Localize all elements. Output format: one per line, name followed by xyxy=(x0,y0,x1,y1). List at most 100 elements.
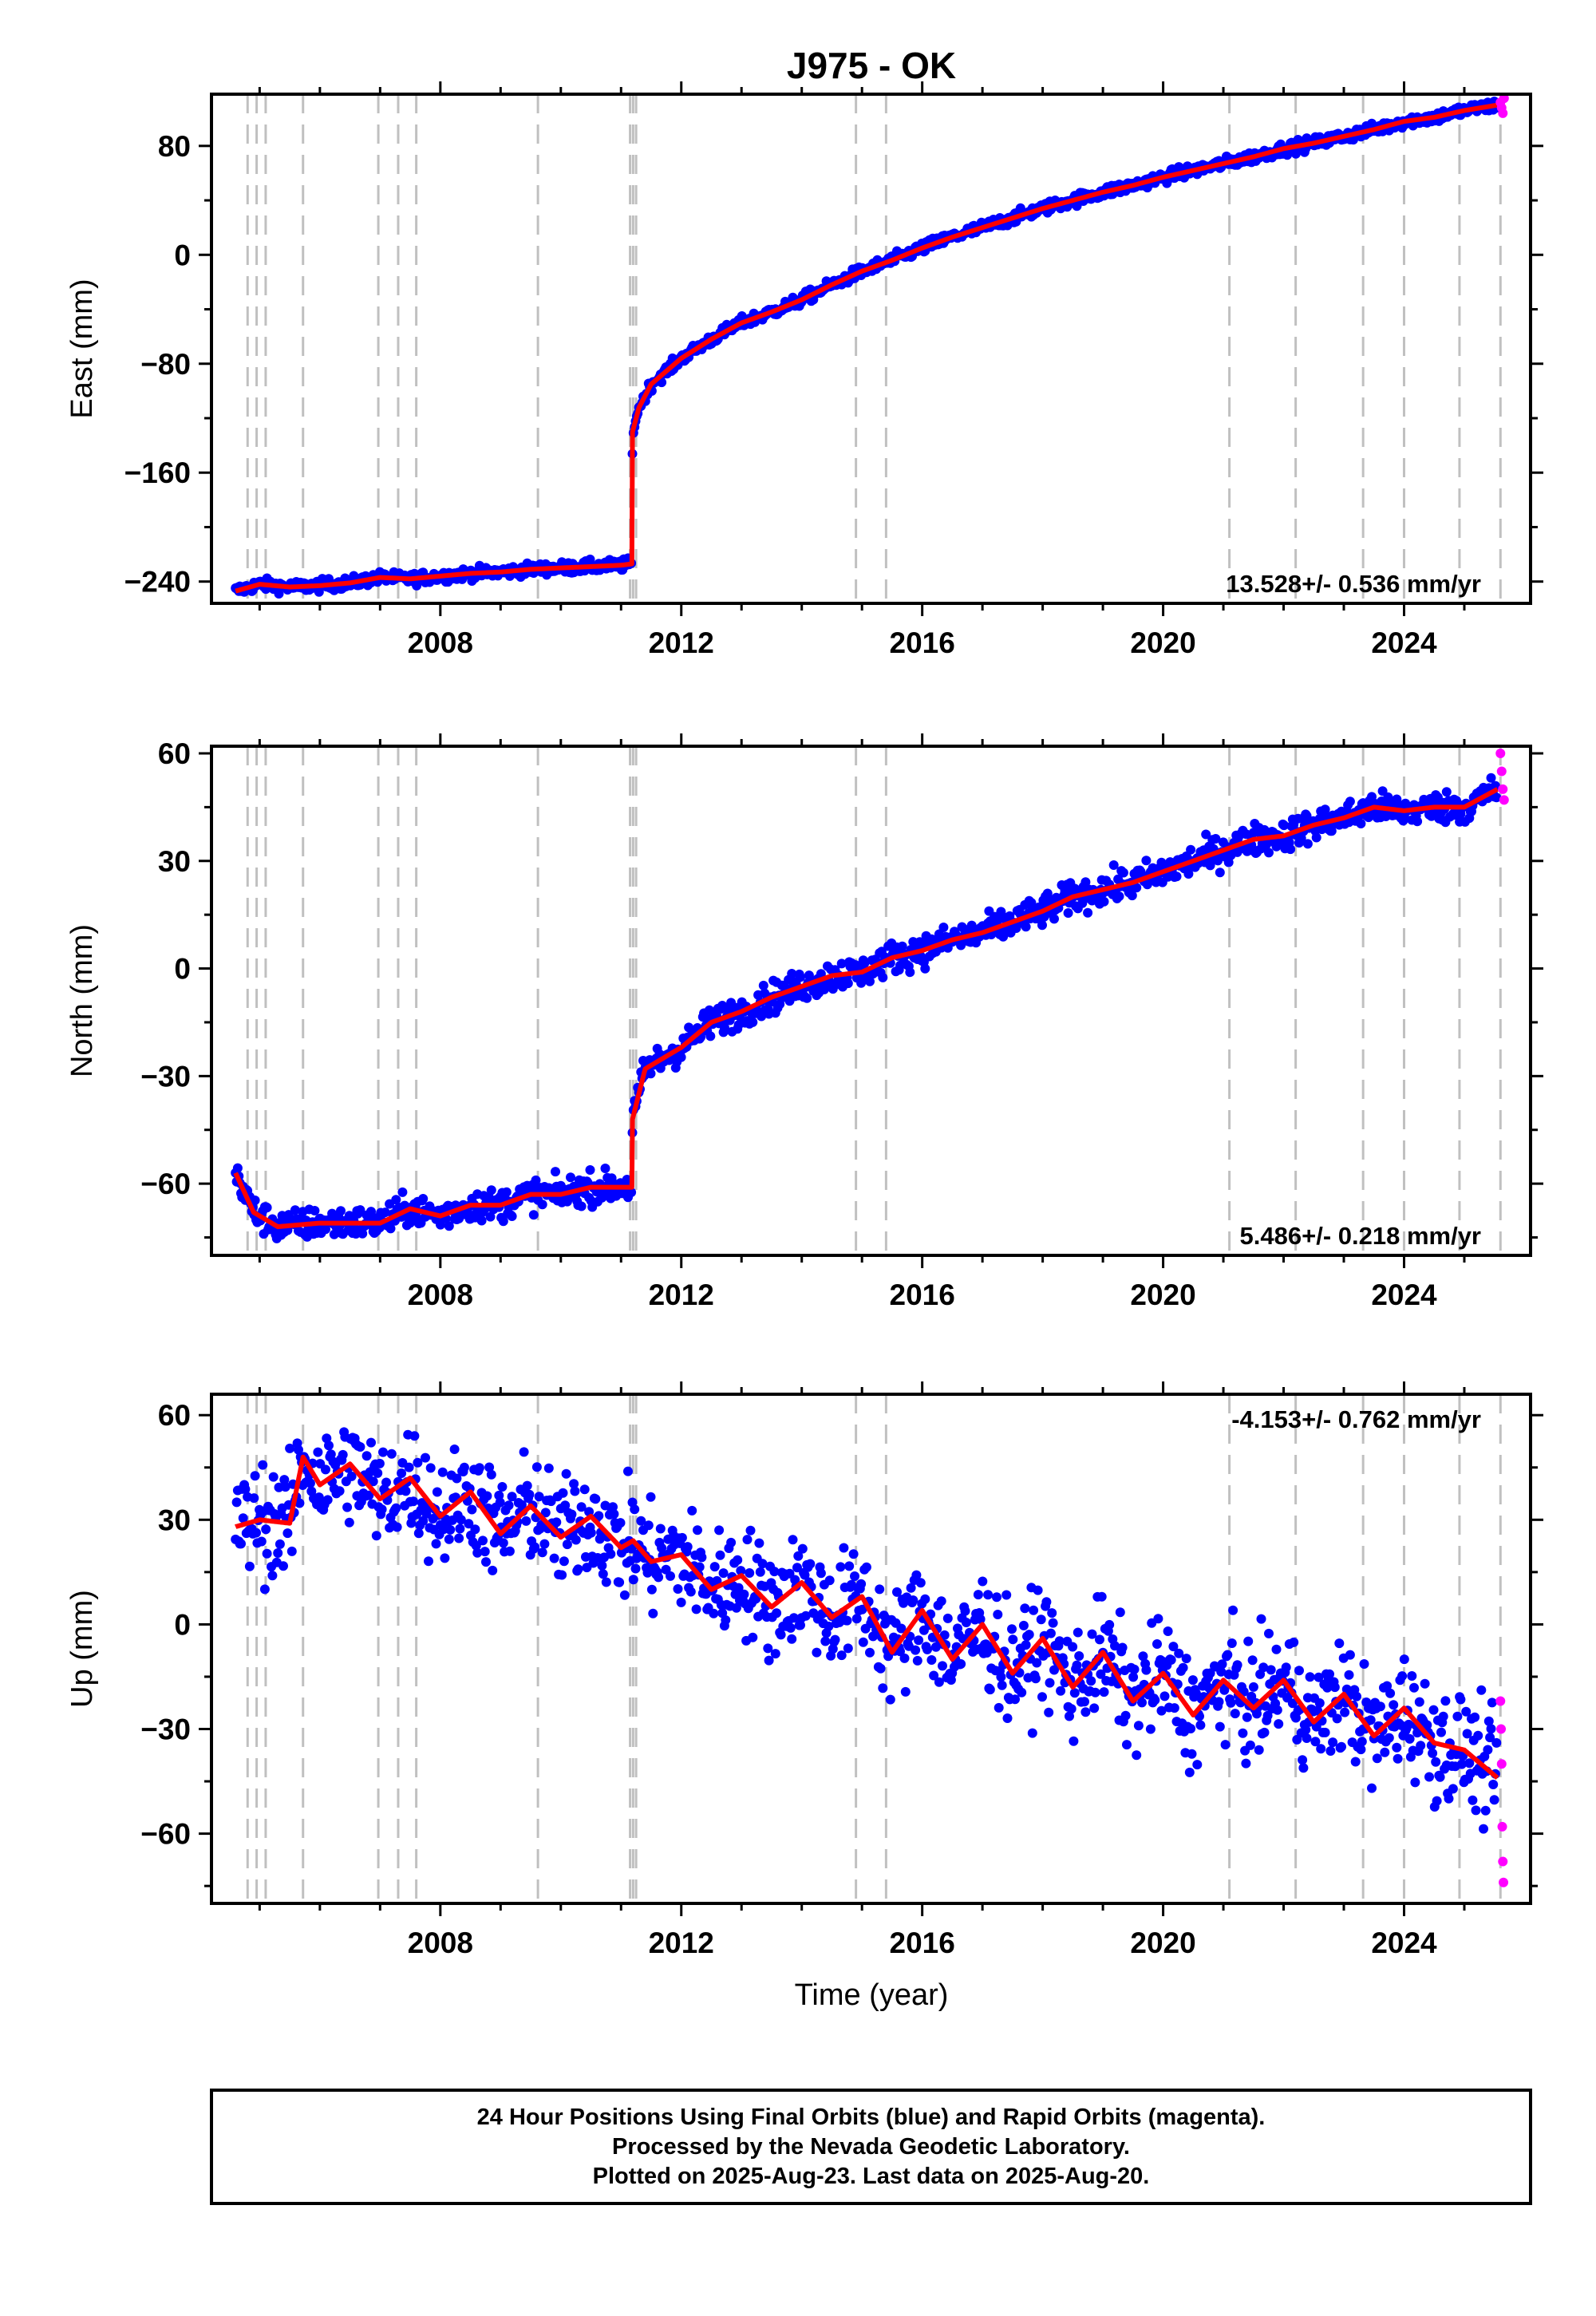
final-point xyxy=(1264,1628,1274,1638)
final-point xyxy=(397,1468,407,1478)
rapid-orbit-points xyxy=(1495,94,1509,118)
rapid-point xyxy=(1498,784,1508,794)
final-point xyxy=(1271,1644,1282,1654)
final-point xyxy=(1089,1703,1100,1713)
final-point xyxy=(531,1462,542,1472)
final-point xyxy=(802,993,812,1003)
final-point xyxy=(619,1590,630,1600)
final-point xyxy=(709,1562,720,1572)
panel-frame xyxy=(210,93,1532,605)
final-point xyxy=(571,1535,581,1545)
panels: 2008 2012 2016 2020 2024 −240 −160 −80 0 80 East (… xyxy=(65,81,1543,1959)
final-point xyxy=(274,589,284,599)
final-point xyxy=(824,1575,835,1586)
final-point xyxy=(1001,1590,1012,1600)
final-point xyxy=(973,1590,983,1600)
final-point xyxy=(1187,1675,1198,1686)
final-point xyxy=(851,1614,862,1624)
x-tick-label: 2024 xyxy=(1371,626,1437,659)
final-point xyxy=(839,1543,849,1553)
final-point xyxy=(1259,1727,1270,1737)
final-point xyxy=(1332,1713,1342,1724)
final-point xyxy=(1029,1605,1039,1615)
final-point xyxy=(1045,1678,1055,1688)
final-point xyxy=(646,1584,657,1595)
final-point xyxy=(643,1520,654,1531)
final-point xyxy=(614,1577,625,1587)
final-point xyxy=(1133,1721,1144,1731)
final-point xyxy=(366,1437,376,1448)
final-point xyxy=(748,1632,758,1642)
final-point xyxy=(1099,896,1109,907)
final-point xyxy=(344,1517,354,1528)
final-point xyxy=(432,1487,442,1497)
final-point xyxy=(1491,1737,1502,1748)
final-point xyxy=(424,1556,433,1567)
final-point xyxy=(812,1647,822,1658)
final-point xyxy=(615,1518,626,1528)
final-point xyxy=(261,1524,271,1535)
caption-line-2: Processed by the Nevada Geodetic Laborat… xyxy=(612,2133,1130,2160)
final-point xyxy=(714,1525,725,1535)
final-point xyxy=(1108,860,1119,870)
y-tick-label: −30 xyxy=(140,1713,191,1746)
final-point xyxy=(256,1536,267,1547)
final-point xyxy=(1473,1730,1483,1741)
final-point xyxy=(843,1643,853,1654)
final-point xyxy=(978,1576,988,1587)
final-point xyxy=(310,1206,320,1215)
final-point xyxy=(1021,1640,1031,1650)
final-point xyxy=(551,1167,560,1177)
final-point xyxy=(573,1564,583,1575)
final-point xyxy=(1483,1745,1493,1755)
event-lines xyxy=(246,1394,1502,1903)
final-point xyxy=(897,941,907,951)
panel-up: 2008 2012 2016 2020 2024 −60 −30 0 30 60 Up (mm) -4… xyxy=(65,1381,1543,1959)
final-point xyxy=(1171,871,1182,882)
final-point xyxy=(878,1683,888,1694)
final-point xyxy=(1325,1746,1336,1756)
final-point xyxy=(1152,1639,1162,1649)
final-point xyxy=(1452,1711,1463,1721)
final-point xyxy=(1392,1742,1402,1753)
final-point xyxy=(386,1448,397,1459)
final-point xyxy=(1096,1591,1107,1602)
final-point xyxy=(1083,907,1093,918)
final-orbit-points xyxy=(231,773,1502,1243)
final-point xyxy=(742,1535,753,1545)
plot-area xyxy=(231,94,1509,599)
final-point xyxy=(244,1561,255,1571)
final-point xyxy=(960,1606,970,1616)
final-point xyxy=(844,1561,855,1571)
final-point xyxy=(1298,1763,1309,1773)
final-point xyxy=(1041,1597,1052,1607)
final-point xyxy=(1186,844,1196,855)
final-point xyxy=(1242,1712,1252,1722)
final-point xyxy=(745,1568,755,1578)
final-point xyxy=(905,967,915,978)
final-point xyxy=(1316,1744,1326,1754)
final-point xyxy=(381,1477,391,1488)
y-tick-label: 0 xyxy=(174,239,191,271)
final-point xyxy=(858,1637,868,1647)
final-point xyxy=(561,1468,571,1479)
final-point xyxy=(914,1635,924,1646)
x-tick-label: 2008 xyxy=(408,626,473,659)
final-point xyxy=(495,1497,505,1508)
final-point xyxy=(1470,1712,1480,1722)
caption-line-1: 24 Hour Positions Using Final Orbits (bl… xyxy=(476,2104,1266,2130)
final-point xyxy=(1230,1709,1240,1719)
final-point xyxy=(1337,1741,1346,1752)
final-point xyxy=(996,1672,1006,1682)
model-line xyxy=(233,787,1499,1230)
final-point xyxy=(920,963,930,974)
final-orbit-points xyxy=(231,97,1502,599)
final-point xyxy=(579,1484,590,1495)
final-point xyxy=(373,1468,383,1478)
final-point xyxy=(409,1431,420,1441)
x-tick-label: 2008 xyxy=(408,1927,473,1959)
final-point xyxy=(1166,1654,1176,1665)
final-point xyxy=(739,1589,749,1599)
final-point xyxy=(1334,1638,1345,1649)
final-point xyxy=(1145,1724,1156,1734)
